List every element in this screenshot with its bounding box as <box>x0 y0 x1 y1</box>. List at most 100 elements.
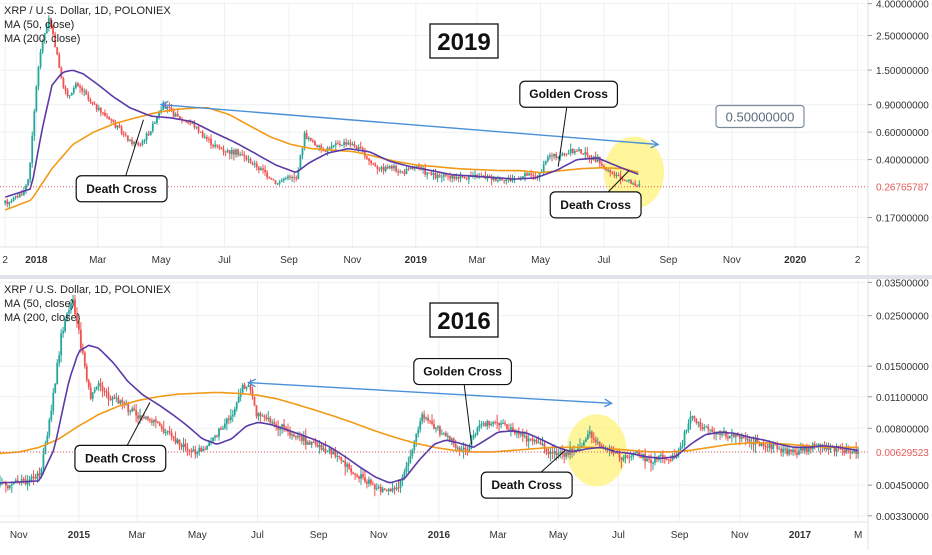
x-tick-label: Jul <box>612 530 625 541</box>
candle-body <box>616 452 619 454</box>
target-price-label: 0.50000000 <box>726 109 795 124</box>
chart-svg-2016: 0.03500000 0.02500000 0.01500000 0.01100000… <box>0 278 932 550</box>
candle-body <box>619 175 622 179</box>
candle-body <box>66 313 68 320</box>
candle-body <box>622 458 625 461</box>
candle-body <box>551 155 553 157</box>
candle-body <box>220 428 222 430</box>
candle-body <box>646 458 648 462</box>
candle-body <box>553 451 556 454</box>
candle-body <box>725 430 727 437</box>
candle-body <box>756 438 759 443</box>
candle-body <box>594 156 597 162</box>
candle-body <box>534 176 537 178</box>
candle-body <box>458 447 461 451</box>
candle-body <box>266 172 269 178</box>
x-tick-label: Nov <box>731 530 749 541</box>
candle-body <box>612 452 615 454</box>
ma200-line[interactable] <box>4 107 639 211</box>
candle-body <box>411 450 414 457</box>
candle-body <box>50 17 52 27</box>
candle-body <box>430 172 433 175</box>
candle-body <box>291 434 293 436</box>
legend-symbol[interactable]: XRP / U.S. Dollar, 1D, POLONIEX <box>4 284 171 296</box>
candle-body <box>164 432 167 434</box>
candle-body <box>119 400 122 404</box>
candle-body <box>12 482 15 485</box>
candle-body <box>332 145 335 147</box>
legend-ma200[interactable]: MA (200, close) <box>4 312 81 324</box>
candle-body <box>261 415 264 417</box>
annotation-box[interactable] <box>74 444 167 472</box>
x-tick-label: Nov <box>370 530 388 541</box>
candle-body <box>206 446 209 450</box>
candle-body <box>68 95 71 97</box>
candle-body <box>356 474 358 477</box>
legend-ma50[interactable]: MA (50, close) <box>4 298 75 310</box>
candle-body <box>235 149 237 155</box>
annotation-box[interactable] <box>413 357 513 386</box>
ma50-line[interactable] <box>4 69 639 198</box>
y-tick-label: 0.01500000 <box>876 362 929 373</box>
trendline[interactable] <box>248 381 612 405</box>
candle-body <box>727 436 729 439</box>
candle-body <box>52 392 55 411</box>
candle-body <box>794 449 796 453</box>
chart-panel-2019: 4.00000000 2.50000000 1.50000000 0.90000000… <box>0 0 932 275</box>
x-axis: Nov 2015 Mar May Jul Sep Nov 2016 Mar May Jul Sep No… <box>0 521 868 541</box>
candle-body <box>372 163 375 165</box>
annotation-box[interactable] <box>549 191 642 219</box>
candle-body <box>421 414 424 422</box>
candle-body <box>47 17 50 28</box>
ma200-line[interactable] <box>0 391 859 455</box>
candle-body <box>85 90 88 95</box>
candle-body <box>113 397 116 399</box>
trendline[interactable] <box>161 103 659 146</box>
candle-body <box>596 441 599 443</box>
candle-body <box>145 133 148 140</box>
candle-body <box>621 178 624 180</box>
candle-body <box>340 457 343 461</box>
candle-body <box>411 168 414 170</box>
candle-body <box>218 145 221 148</box>
candle-body <box>845 447 848 453</box>
candle-body <box>515 431 518 434</box>
candle-body <box>199 131 202 133</box>
candle-body <box>665 459 668 461</box>
candle-body <box>212 437 214 442</box>
candle-body <box>109 399 112 401</box>
candle-body <box>359 147 362 149</box>
candle-body <box>273 422 276 425</box>
legend-symbol[interactable]: XRP / U.S. Dollar, 1D, POLONIEX <box>4 5 171 17</box>
annotation-box[interactable] <box>480 471 573 499</box>
x-tick-label: Mar <box>469 255 487 266</box>
candle-body <box>397 487 400 489</box>
ma50-line[interactable] <box>0 344 859 484</box>
x-tick-label: Jul <box>251 530 264 541</box>
candle-body <box>338 455 341 458</box>
y-tick-label: 0.00450000 <box>876 481 929 492</box>
candle-body <box>504 422 506 425</box>
candle-body <box>320 444 323 450</box>
candle-body <box>114 121 117 128</box>
highlight-ellipse <box>566 414 627 487</box>
legend-ma50[interactable]: MA (50, close) <box>4 19 75 31</box>
annotation-box[interactable] <box>75 175 168 203</box>
candle-body <box>30 476 33 480</box>
candle-body <box>293 177 296 179</box>
annotation-box[interactable] <box>519 80 619 108</box>
panel-divider[interactable] <box>0 275 932 279</box>
candle-body <box>85 366 88 381</box>
candle-body <box>52 26 54 35</box>
candle-body <box>245 156 248 160</box>
candle-body <box>590 431 593 438</box>
candle-body <box>93 389 96 393</box>
candle-body <box>559 452 562 454</box>
target-price-box[interactable] <box>715 104 805 129</box>
candle-body <box>701 427 704 429</box>
y-tick-label: 4.00000000 <box>876 0 929 11</box>
candle-body <box>669 459 672 461</box>
candle-body <box>74 83 77 88</box>
legend-ma200[interactable]: MA (200, close) <box>4 33 81 45</box>
candle-body <box>270 177 273 180</box>
